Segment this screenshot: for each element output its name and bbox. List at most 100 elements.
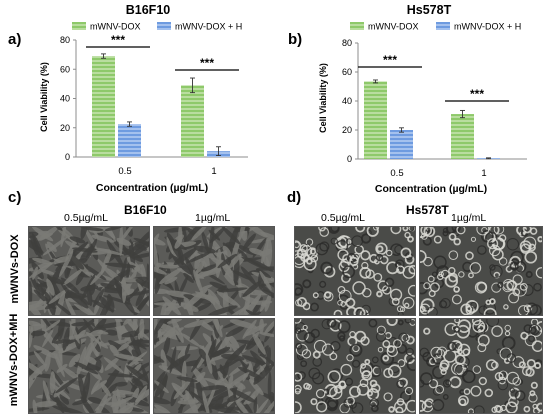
cell-mark — [512, 377, 522, 386]
cell-mark — [29, 231, 39, 239]
cell-mark — [431, 271, 438, 278]
chart-a-xtick-label-0: 0.5 — [118, 166, 131, 177]
cell-mark — [376, 290, 383, 298]
chart-b-legend-label-0: mWNV-DOX — [368, 22, 419, 32]
cell-mark — [243, 292, 251, 315]
cell-mark — [295, 401, 302, 413]
micrograph-image — [295, 227, 415, 315]
cell-mark — [56, 363, 68, 373]
cell-mark — [200, 385, 225, 391]
chart-b-ytick-label-4: 80 — [342, 38, 352, 48]
cell-mark — [453, 325, 461, 333]
cell-mark — [349, 256, 359, 267]
cell-mark — [500, 404, 507, 411]
cell-mark — [519, 240, 532, 253]
cell-mark — [154, 240, 159, 273]
cell-mark — [489, 264, 496, 271]
cell-mark — [337, 331, 346, 340]
cell-mark — [264, 319, 274, 335]
cell-mark — [388, 406, 395, 413]
chart-a-sig-label-1: *** — [200, 56, 214, 70]
cell-mark — [245, 309, 261, 315]
cell-mark — [80, 227, 89, 240]
chart-b-ylabel: Cell Viability (%) — [318, 63, 328, 133]
cell-mark — [498, 257, 508, 266]
chart-a-plot: 0 20 40 60 80 0.5 *** 1 *** — [60, 33, 248, 177]
cell-mark — [210, 405, 241, 413]
cell-mark — [80, 284, 99, 292]
cell-mark — [100, 383, 111, 397]
cell-mark — [295, 384, 302, 393]
cell-mark — [261, 289, 274, 299]
cell-mark — [529, 304, 542, 315]
cell-mark — [355, 227, 366, 233]
cell-mark — [435, 385, 445, 394]
cell-mark — [154, 395, 171, 405]
chart-b: b) Hs578T mWNV-DOX mWNV-DOX + H Cell Via… — [288, 3, 527, 195]
cell-mark — [251, 398, 269, 413]
cell-mark — [106, 274, 124, 289]
cell-mark — [238, 395, 254, 413]
cell-mark — [82, 263, 107, 281]
cell-mark — [185, 390, 199, 413]
cell-mark — [430, 346, 443, 359]
cell-mark — [528, 335, 535, 342]
chart-a-ytick-label-1: 20 — [60, 123, 70, 133]
cell-mark — [432, 365, 446, 379]
cell-mark — [65, 298, 79, 315]
cell-mark — [476, 281, 488, 293]
cell-mark — [163, 319, 174, 326]
cell-mark — [57, 319, 66, 341]
cell-mark — [100, 227, 116, 242]
cell-mark — [420, 249, 427, 264]
cell-mark — [514, 390, 526, 402]
micrograph-c-row1-col0 — [28, 318, 150, 414]
cell-mark — [523, 405, 531, 413]
cell-mark — [196, 380, 204, 401]
cell-mark — [504, 324, 511, 332]
cell-mark — [166, 236, 174, 255]
cell-mark — [68, 353, 81, 368]
cell-mark — [406, 357, 415, 372]
cell-mark — [112, 390, 126, 398]
cell-mark — [420, 347, 430, 358]
cell-mark — [34, 400, 57, 408]
cell-mark — [94, 247, 125, 256]
cell-mark — [312, 292, 319, 299]
cell-mark — [339, 380, 346, 388]
cell-mark — [433, 235, 442, 244]
cell-mark — [523, 324, 533, 333]
cell-mark — [404, 319, 412, 324]
cell-mark — [174, 237, 183, 249]
cell-mark — [345, 297, 356, 308]
cell-mark — [384, 277, 395, 288]
cell-mark — [369, 379, 378, 388]
cell-mark — [215, 248, 222, 278]
cell-mark — [196, 260, 205, 274]
cell-mark — [524, 250, 538, 264]
cell-mark — [44, 291, 57, 315]
cell-mark — [531, 340, 542, 352]
micrograph-d-row0-col0 — [294, 226, 416, 316]
cell-mark — [453, 237, 461, 246]
chart-b-ytick-label-2: 40 — [342, 96, 352, 106]
cell-mark — [377, 346, 384, 353]
cell-mark — [454, 354, 466, 366]
cell-mark — [497, 379, 509, 391]
cell-mark — [69, 320, 80, 344]
micrograph-c-row1-col1 — [153, 318, 275, 414]
cell-mark — [213, 319, 220, 331]
cell-mark — [253, 364, 274, 385]
cell-mark — [319, 227, 330, 237]
micrograph-image — [420, 319, 542, 413]
cell-mark — [29, 300, 44, 306]
cell-mark — [427, 275, 435, 283]
cell-mark — [458, 271, 465, 278]
cell-mark — [444, 322, 458, 336]
cell-mark — [395, 259, 405, 269]
cell-mark — [183, 272, 194, 283]
cell-mark — [78, 373, 87, 404]
cell-mark — [493, 227, 505, 235]
panel-d-col-label-1: 1µg/mL — [451, 212, 487, 224]
